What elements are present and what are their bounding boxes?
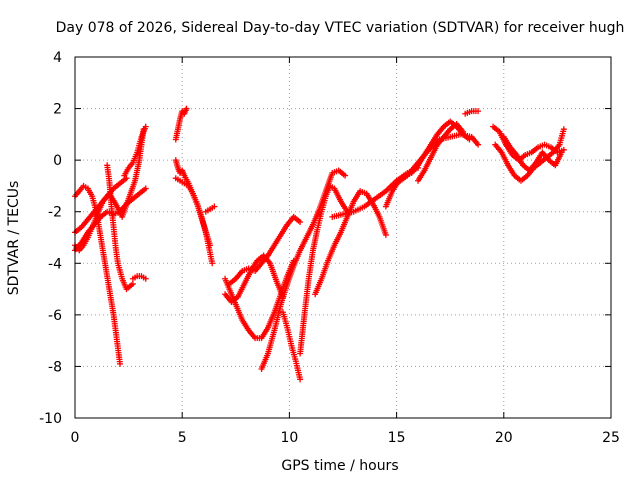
data-points [72,105,567,383]
y-axis-label: SDTVAR / TECUs [6,181,22,296]
y-tick-label: -6 [48,308,62,324]
y-tick-label: -2 [48,205,62,221]
data-point [558,149,565,156]
data-point [560,126,567,133]
data-point [209,260,216,267]
x-tick-label: 15 [388,430,406,446]
x-axis-label: GPS time / hours [281,458,398,474]
y-tick-label: 2 [53,102,62,118]
y-tick-label: -8 [48,359,62,375]
x-tick-label: 10 [280,430,298,446]
data-point [475,141,482,148]
x-tick-label: 0 [71,430,80,446]
data-point [129,280,136,287]
chart-title: Day 078 of 2026, Sidereal Day-to-day VTE… [56,20,625,36]
data-point [211,203,218,210]
x-tick-label: 20 [495,430,513,446]
data-point [297,219,304,226]
data-point [142,275,149,282]
data-point [297,376,304,383]
data-point [460,128,467,135]
y-tick-label: 0 [53,153,62,169]
y-tick-label: 4 [53,50,62,66]
data-point [142,123,149,130]
data-point [342,172,349,179]
x-tick-label: 5 [178,430,187,446]
y-tick-label: -10 [39,411,62,427]
data-point [183,105,190,112]
data-point [382,231,389,238]
x-tick-label: 25 [602,430,620,446]
plot-frame [74,56,612,419]
data-point [117,360,124,367]
y-tick-label: -4 [48,256,62,272]
data-point [475,108,482,115]
data-point [142,185,149,192]
